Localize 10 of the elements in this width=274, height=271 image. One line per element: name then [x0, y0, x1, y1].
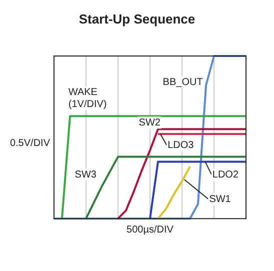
series-label: SW3	[74, 169, 97, 180]
y-axis-title: 0.5V/DIV	[10, 138, 50, 150]
x-axis-title: 500µs/DIV	[126, 224, 174, 236]
series-label: BB_OUT	[162, 76, 203, 88]
chart-title: Start-Up Sequence	[78, 12, 196, 27]
text: SW1	[209, 194, 232, 205]
series-label: WAKE (1V/DIV)	[68, 87, 107, 110]
series-label: LDO3	[168, 140, 194, 152]
series-label: SW2	[138, 117, 161, 128]
series-label: LDO2	[212, 169, 239, 180]
